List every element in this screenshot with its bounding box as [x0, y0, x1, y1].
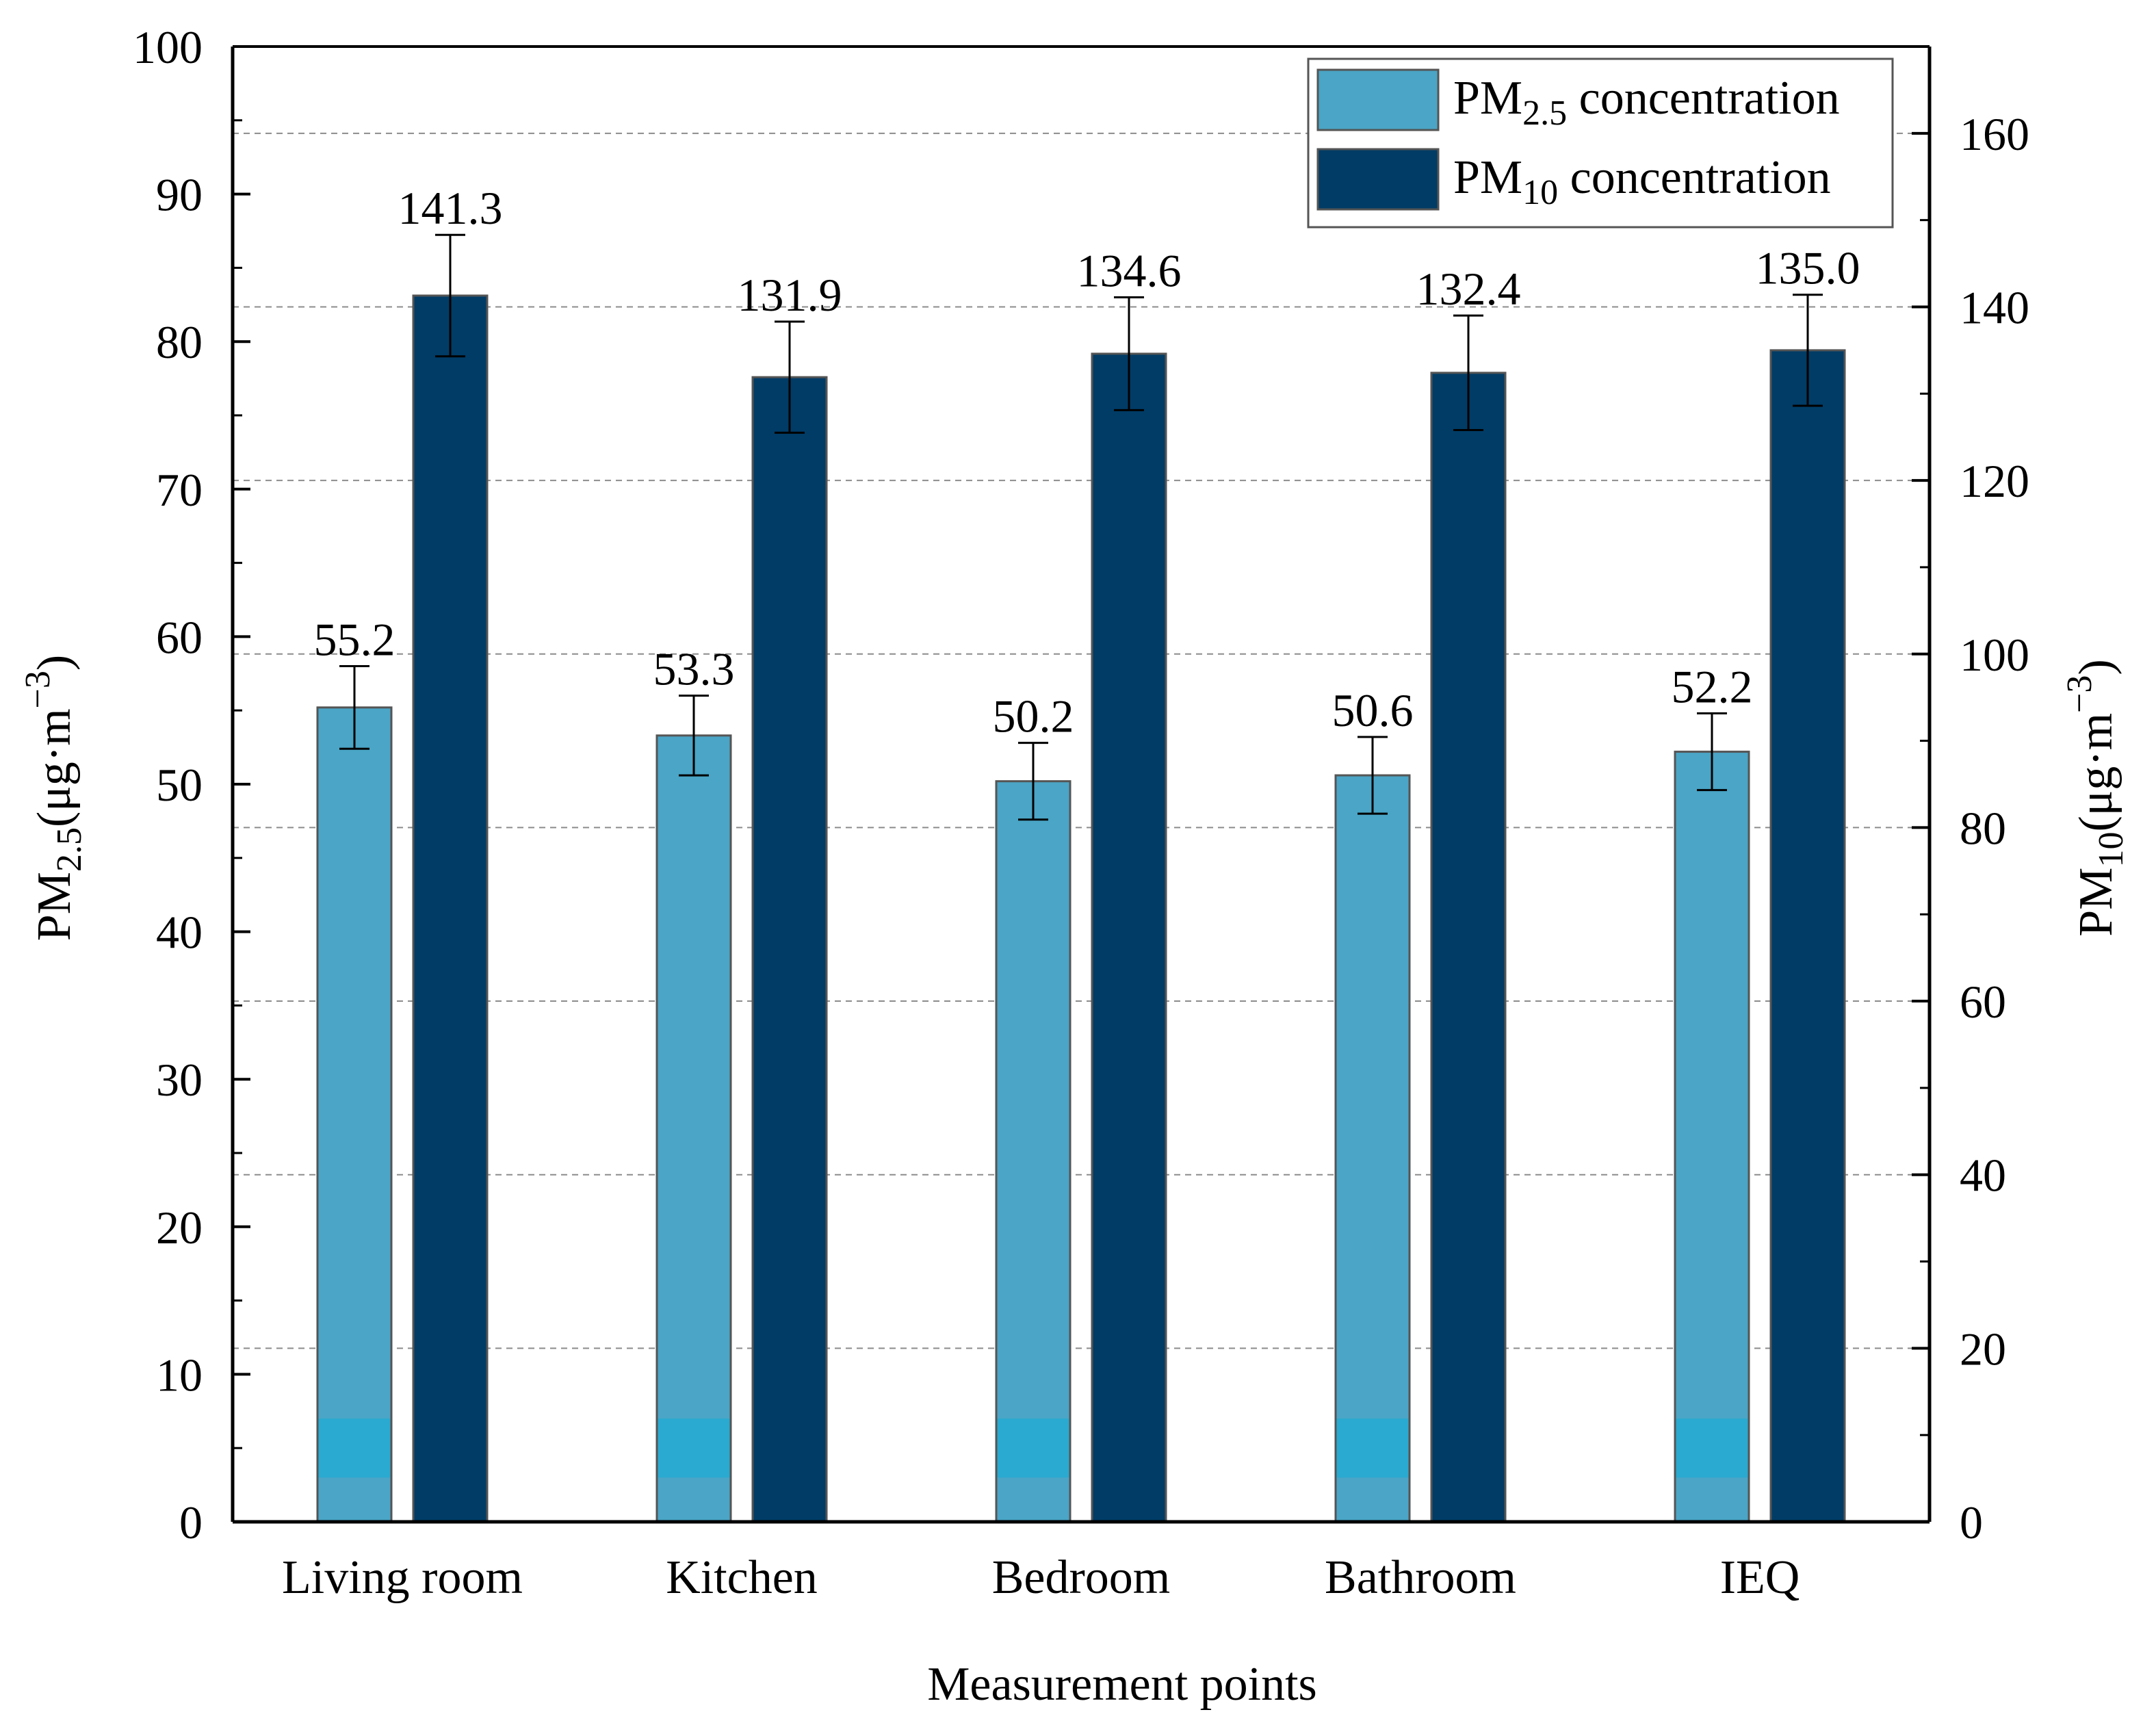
- legend-subscript: 2.5: [1522, 94, 1567, 133]
- right-tick-label: 80: [1960, 802, 2006, 854]
- right-tick-label: 140: [1960, 281, 2029, 333]
- left-tick-label: 40: [156, 907, 203, 959]
- left-tick-label: 10: [156, 1349, 203, 1401]
- y-title-unit-end: ): [2070, 659, 2122, 675]
- bar-pm25-band: [1336, 1418, 1409, 1478]
- bar-pm10: [1091, 352, 1167, 1523]
- bar-pm10: [1430, 372, 1507, 1523]
- data-label: 55.2: [314, 614, 395, 666]
- left-tick-label: 0: [179, 1497, 203, 1549]
- axes: Living room Kitchen Bedroom Bathroom IEQ 0 10 2…: [18, 21, 2131, 1711]
- x-tick-label: Bedroom: [992, 1551, 1171, 1604]
- right-tick-label: 0: [1960, 1497, 1983, 1549]
- data-label: 52.2: [1672, 661, 1753, 713]
- legend-label: PM10 concentration: [1453, 151, 1831, 212]
- bar-pm25: [995, 780, 1072, 1523]
- right-tick-label: 40: [1960, 1150, 2006, 1202]
- x-axis-title: Measurement points: [927, 1658, 1317, 1711]
- bar-pm25-band: [1676, 1418, 1748, 1478]
- x-tick-label: Bathroom: [1325, 1551, 1516, 1604]
- data-label: 141.3: [398, 182, 503, 234]
- y-title-superscript: −3: [2060, 675, 2099, 713]
- y-title-unit: (μg·m: [28, 708, 81, 827]
- data-label: 135.0: [1756, 242, 1860, 294]
- legend-text: concentration: [1567, 72, 1839, 125]
- left-tick-label: 100: [133, 21, 203, 73]
- x-tick-label: Kitchen: [666, 1551, 818, 1604]
- left-tick-label: 50: [156, 759, 203, 811]
- y-title-subscript: 10: [2092, 832, 2131, 868]
- bar-pm25: [316, 706, 393, 1523]
- left-tick-label: 80: [156, 316, 203, 368]
- right-tick-label: 60: [1960, 976, 2006, 1028]
- bars: [316, 294, 1846, 1523]
- y-title-superscript: −3: [18, 671, 57, 708]
- bar-pm10: [1769, 349, 1846, 1523]
- y-title-base: PM: [2070, 868, 2122, 937]
- y-title-unit: (μg·m: [2070, 713, 2122, 832]
- left-tick-label: 70: [156, 464, 203, 516]
- bar-pm25-band: [658, 1418, 730, 1478]
- bar-pm25-band: [318, 1418, 391, 1478]
- data-label: 131.9: [738, 269, 842, 321]
- legend-label: PM2.5 concentration: [1453, 72, 1840, 133]
- right-tick-label: 120: [1960, 455, 2029, 507]
- bar-pm25-band: [997, 1418, 1069, 1478]
- error-bars: [339, 233, 1823, 821]
- data-label: 134.6: [1077, 245, 1182, 297]
- bar-pm10: [751, 376, 828, 1523]
- right-tick-label: 100: [1960, 629, 2029, 681]
- y-title-subscript: 2.5: [50, 827, 89, 872]
- legend-base: PM: [1453, 151, 1522, 204]
- left-tick-label: 20: [156, 1202, 203, 1254]
- right-axis-title: PM10(μg·m−3): [2060, 659, 2131, 936]
- left-tick-label: 90: [156, 169, 203, 221]
- legend-text: concentration: [1558, 151, 1830, 204]
- y-title-unit-end: ): [28, 655, 81, 671]
- legend-base: PM: [1453, 72, 1522, 125]
- right-tick-label: 20: [1960, 1323, 2006, 1375]
- bar-pm25: [655, 734, 732, 1523]
- x-tick-label: IEQ: [1720, 1551, 1800, 1604]
- right-tick-label: 160: [1960, 108, 2029, 160]
- bar-pm25: [1334, 774, 1411, 1523]
- left-tick-label: 60: [156, 611, 203, 663]
- y-title-base: PM: [28, 872, 81, 941]
- data-label: 53.3: [653, 643, 735, 695]
- legend-subscript: 10: [1522, 173, 1558, 212]
- legend-swatch-pm25: [1316, 68, 1440, 131]
- data-label: 50.2: [993, 690, 1074, 742]
- bar-pm25: [1674, 751, 1750, 1523]
- left-tick-label: 30: [156, 1054, 203, 1106]
- x-tick-label: Living room: [282, 1551, 523, 1604]
- bar-pm10: [412, 294, 489, 1523]
- data-label: 132.4: [1416, 263, 1521, 315]
- legend-swatch-pm10: [1316, 148, 1440, 211]
- left-axis-title: PM2.5(μg·m−3): [18, 655, 89, 941]
- data-labels: 55.2 141.3 53.3 131.9 50.2 134.6 50.6 132.4 52.2…: [314, 182, 1860, 742]
- data-label: 50.6: [1332, 684, 1414, 736]
